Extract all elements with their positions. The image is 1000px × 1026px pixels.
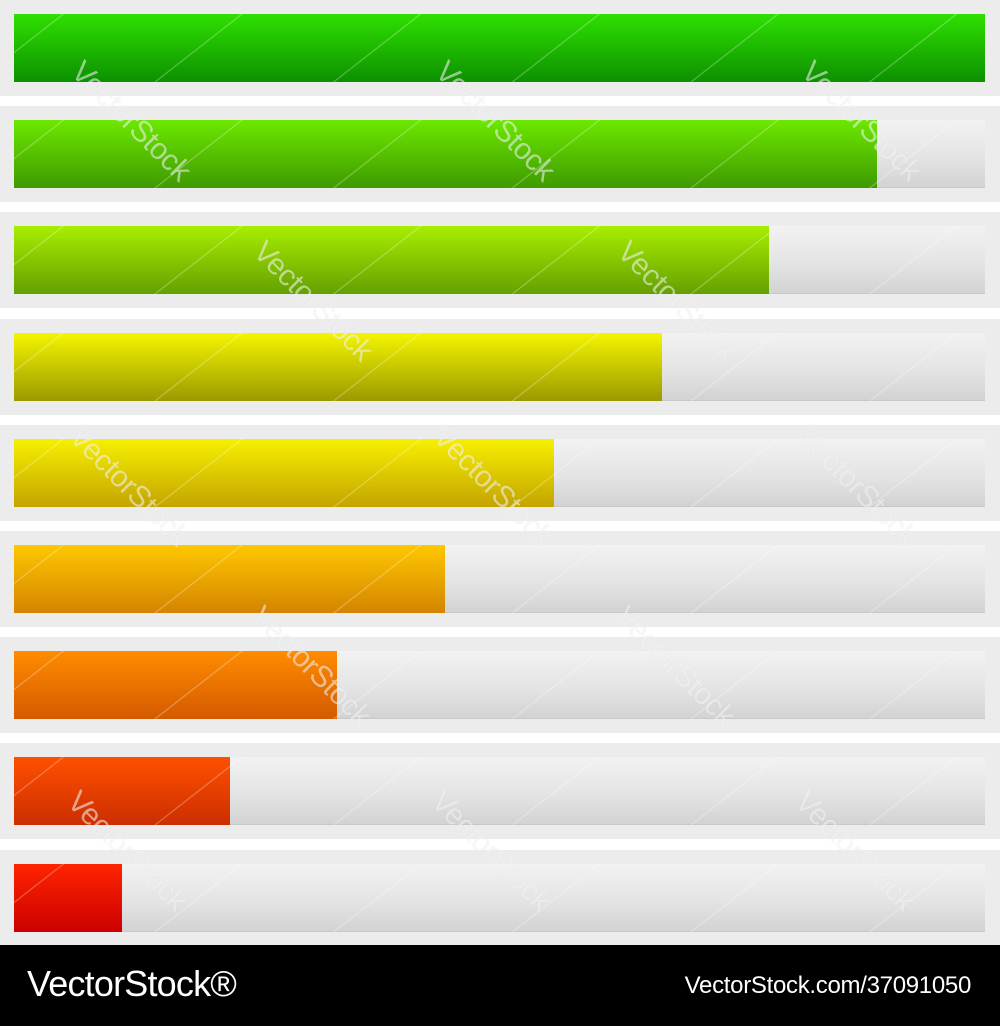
progress-bar-row [0,850,1000,946]
progress-bar-row [0,319,1000,415]
progress-bar-track [14,439,985,507]
progress-bar-track [14,864,985,932]
progress-bar-fill [14,545,446,613]
progress-bar-track [14,757,985,825]
progress-bar-row [0,212,1000,308]
progress-bar-fill [14,14,985,82]
progress-bar-row [0,106,1000,202]
progress-bar-row [0,0,1000,96]
progress-bar-track [14,226,985,294]
footer-banner: VectorStock® VectorStock.com/37091050 [0,945,1000,1026]
progress-bar-fill [14,651,338,719]
progress-bar-fill [14,864,122,932]
progress-bar-track [14,651,985,719]
footer-image-ref: VectorStock.com/37091050 [684,972,972,999]
progress-bar-fill [14,226,770,294]
progress-bar-track [14,333,985,401]
progress-bar-track [14,120,985,188]
diagonal-texture [14,864,985,932]
progress-bar-fill [14,757,230,825]
progress-bar-track [14,14,985,82]
progress-bar-row [0,637,1000,733]
progress-bar-fill [14,439,554,507]
progress-bar-row [0,425,1000,521]
progress-bar-row [0,531,1000,627]
progress-bar-fill [14,120,878,188]
progress-bar-row [0,743,1000,839]
progress-bar-set: VectorStock VectorStock VectorStock VectorS… [0,0,1000,946]
progress-bar-track [14,545,985,613]
progress-bar-fill [14,333,662,401]
footer-brand: VectorStock® [27,963,237,1004]
